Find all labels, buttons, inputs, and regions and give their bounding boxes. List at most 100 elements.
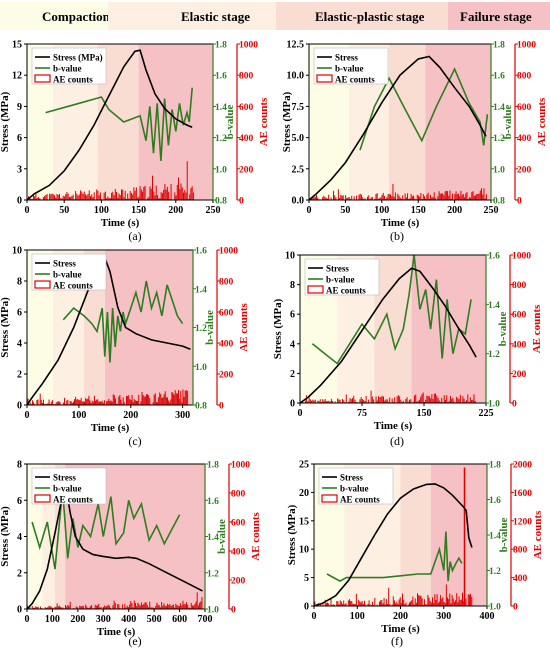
ae-tick-label: 600 <box>517 103 532 113</box>
b-value-tick-label: 1.8 <box>215 41 227 51</box>
stage-legend-item: Elastic-plastic stage <box>276 2 448 30</box>
legend-entry: AE counts <box>340 495 380 505</box>
x-tick-label: 300 <box>96 614 111 625</box>
y-tick-label: 2 <box>17 370 22 381</box>
stage-band <box>430 464 487 606</box>
x-tick-label: 100 <box>94 205 109 216</box>
panel-caption: (a) <box>128 229 141 243</box>
x-tick-label: 250 <box>206 205 221 216</box>
x-axis-label: Time (s) <box>91 422 130 434</box>
stress-series <box>26 256 191 406</box>
ae-tick-label: 600 <box>512 311 527 321</box>
stage-legend-label: Elastic-plastic stage <box>315 9 425 24</box>
stress-series <box>313 483 473 607</box>
b-value-tick-label: 1.6 <box>489 496 501 506</box>
stage-band <box>104 250 193 405</box>
y-tick-label: 7.5 <box>292 102 305 113</box>
y-axis-label: Stress (MPa) <box>281 91 293 152</box>
b-value-tick-label: 1.6 <box>215 72 227 82</box>
x-tick-label: 150 <box>131 205 146 216</box>
b-value-axis-label: b-value <box>502 104 514 139</box>
b-value-tick-label: 1.2 <box>215 134 227 144</box>
b-value-axis-label: b-value <box>204 310 216 345</box>
y-tick-label: 4 <box>17 532 22 543</box>
b-value-series <box>62 280 184 363</box>
y-tick-label: 4 <box>17 339 22 350</box>
b-value-tick-label: 1.6 <box>488 252 500 262</box>
y-axis-label: Stress (MPa) <box>286 504 298 565</box>
chart-panel: 0 50 100 150 200 250 0.0 2.5 5.0 7.5 10.0 12.5 0.8 1.… <box>281 40 548 244</box>
stage-band <box>425 44 491 200</box>
ae-tick-label: 200 <box>512 370 527 380</box>
legend-swatch <box>34 494 51 503</box>
ae-tick-label: 400 <box>239 134 254 144</box>
b-value-axis-label: b-value <box>497 311 509 346</box>
legend-entry: b-value <box>53 484 82 494</box>
ae-tick-label: 400 <box>512 340 527 350</box>
ae-tick-label: 0 <box>512 400 517 410</box>
stage-band <box>138 44 213 200</box>
b-value-tick-label: 0.8 <box>215 197 227 207</box>
b-value-tick-label: 1.6 <box>207 497 219 507</box>
x-tick-label: 100 <box>45 614 60 625</box>
b-value-tick-label: 1.8 <box>207 461 219 471</box>
chart-panel: 0 75 150 225 0 2 4 6 8 10 1.0 1.2 1.4 1.6 0 200 400 600 80… <box>272 251 543 449</box>
y-tick-label: 12.5 <box>287 40 305 51</box>
legend-entry: b-value <box>335 64 364 74</box>
y-tick-label: 0 <box>304 602 309 613</box>
legend-entry: Stress <box>326 264 349 274</box>
ae-axis-label: AE counts <box>238 302 250 351</box>
panel-caption: (b) <box>390 229 404 243</box>
ae-tick-label: 400 <box>513 574 528 584</box>
x-tick-label: 75 <box>357 408 367 419</box>
x-tick-label: 600 <box>172 614 187 625</box>
x-tick-label: 0 <box>298 408 303 419</box>
legend-entry: AE counts <box>326 286 366 296</box>
ae-axis-label: AE counts <box>532 510 544 559</box>
x-tick-label: 300 <box>436 611 451 622</box>
stage-band <box>389 44 426 200</box>
ae-tick-label: 200 <box>239 165 254 175</box>
x-tick-label: 150 <box>417 408 432 419</box>
ae-axis-label: AE counts <box>536 97 548 146</box>
ae-tick-label: 0 <box>239 197 244 207</box>
x-axis-label: Time (s) <box>381 217 420 229</box>
legend-entry: AE counts <box>53 495 93 505</box>
ae-tick-label: 1000 <box>512 252 531 262</box>
b-value-tick-label: 1.4 <box>488 301 500 311</box>
x-axis-label: Time (s) <box>101 217 140 229</box>
x-axis-label: Time (s) <box>381 623 420 635</box>
y-tick-label: 6 <box>17 133 22 144</box>
ae-tick-label: 1000 <box>239 41 258 51</box>
legend-swatch <box>316 74 333 83</box>
legend-entry: Stress <box>340 473 363 483</box>
panel-caption: (d) <box>390 434 404 448</box>
ae-tick-label: 0 <box>513 603 518 613</box>
ae-tick-label: 1200 <box>513 517 532 527</box>
stress-series <box>308 55 487 201</box>
ae-tick-label: 1000 <box>219 247 238 257</box>
legend-entry: b-value <box>53 270 82 280</box>
x-tick-label: 100 <box>350 611 365 622</box>
ae-tick-label: 800 <box>512 281 527 291</box>
legend-entry: AE counts <box>335 75 375 85</box>
x-tick-label: 200 <box>70 614 85 625</box>
x-tick-label: 200 <box>393 611 408 622</box>
b-value-tick-label: 1.4 <box>207 533 219 543</box>
b-value-series <box>31 489 181 570</box>
legend-entry: Stress (MPa) <box>53 53 103 63</box>
panel-caption: (c) <box>128 434 141 448</box>
legend-entry: AE counts <box>53 75 93 85</box>
x-tick-label: 400 <box>121 614 136 625</box>
x-tick-label: 150 <box>411 205 426 216</box>
y-tick-label: 5.0 <box>292 133 305 144</box>
stage-legend-label: Failure stage <box>460 9 532 24</box>
b-value-axis-label: b-value <box>224 104 236 139</box>
stage-legend-swatch <box>108 2 276 30</box>
y-tick-label: 6 <box>290 310 295 321</box>
y-tick-label: 10 <box>299 545 309 556</box>
stress-series <box>26 49 193 201</box>
